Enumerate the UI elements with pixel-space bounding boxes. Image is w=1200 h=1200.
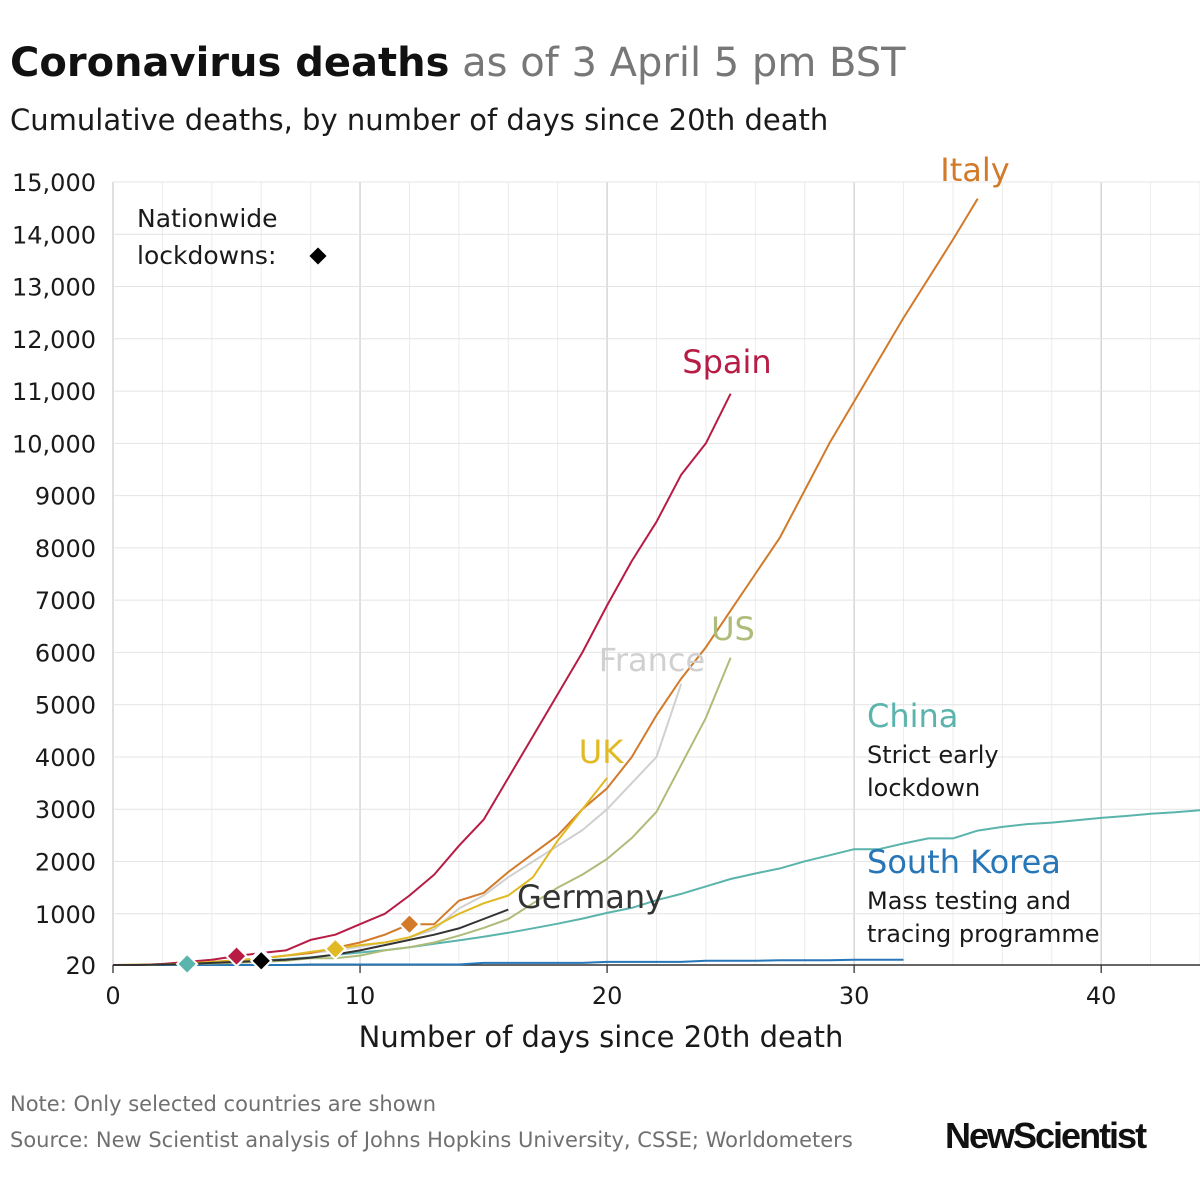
y-tick-label: 2000 [35, 849, 96, 877]
y-tick-label: 20 [65, 952, 96, 980]
line-chart: 20 1000 2000 3000 4000 5000 6000 7000 8000 9000 10… [12, 151, 1200, 1054]
legend-line-2: lockdowns: [137, 241, 276, 270]
series-label-south-korea: South Korea [867, 843, 1061, 881]
title-light: as of 3 April 5 pm BST [462, 40, 906, 86]
series-label-italy: Italy [940, 151, 1009, 189]
x-tick-label: 10 [345, 982, 376, 1010]
y-tick-label: 8000 [35, 535, 96, 563]
series-label-us: US [711, 610, 755, 648]
y-tick-label: 13,000 [12, 274, 96, 302]
series-note-china: lockdown [867, 774, 980, 802]
y-tick-label: 3000 [35, 796, 96, 824]
lockdown-marker-italy [398, 912, 421, 936]
x-tick-label: 30 [839, 982, 870, 1010]
x-tick-label: 40 [1086, 982, 1117, 1010]
y-tick-label: 15,000 [12, 169, 96, 197]
x-tick-label: 0 [105, 982, 120, 1010]
series-label-france: France [599, 641, 705, 679]
x-axis-title: Number of days since 20th death [359, 1020, 844, 1054]
series-label-china: China [867, 697, 958, 735]
legend-line-1: Nationwide [137, 204, 278, 233]
footnote-note: Note: Only selected countries are shown [10, 1092, 437, 1116]
series-label-spain: Spain [682, 343, 771, 381]
chart-subtitle: Cumulative deaths, by number of days sin… [10, 103, 829, 137]
y-tick-label: 11,000 [12, 378, 96, 406]
brand-logo: NewScientist [945, 1115, 1147, 1156]
y-tick-label: 9000 [35, 483, 96, 511]
y-tick-label: 10,000 [12, 430, 96, 458]
y-tick-label: 7000 [35, 587, 96, 615]
series-note-china: Strict early [867, 741, 999, 769]
lockdown-marker-china [175, 952, 199, 976]
series-label-germany: Germany [517, 878, 664, 916]
series-line-south-korea [113, 958, 904, 966]
series-line-us [113, 657, 732, 966]
lockdown-marker-spain [225, 944, 248, 968]
y-tick-label: 14,000 [12, 221, 96, 249]
y-tick-label: 12,000 [12, 326, 96, 354]
y-tick-label: 6000 [35, 639, 96, 667]
series-note-south-korea: tracing programme [867, 920, 1100, 948]
lockdown-marker-uk [323, 937, 347, 961]
legend-diamond-icon [306, 244, 330, 268]
footnote-source: Source: New Scientist analysis of Johns … [10, 1128, 853, 1152]
y-tick-label: 5000 [35, 692, 96, 720]
series-note-south-korea: Mass testing and [867, 887, 1071, 915]
chart-title: Coronavirus deaths as of 3 April 5 pm BS… [10, 40, 906, 86]
series-label-uk: UK [579, 733, 624, 771]
lockdown-marker-germany [249, 949, 273, 973]
title-bold: Coronavirus deaths [10, 40, 450, 86]
series-line-spain [113, 393, 732, 966]
y-tick-label: 1000 [35, 901, 96, 929]
y-tick-label: 4000 [35, 744, 96, 772]
series-line-france [112, 683, 683, 966]
x-tick-label: 20 [592, 982, 623, 1010]
